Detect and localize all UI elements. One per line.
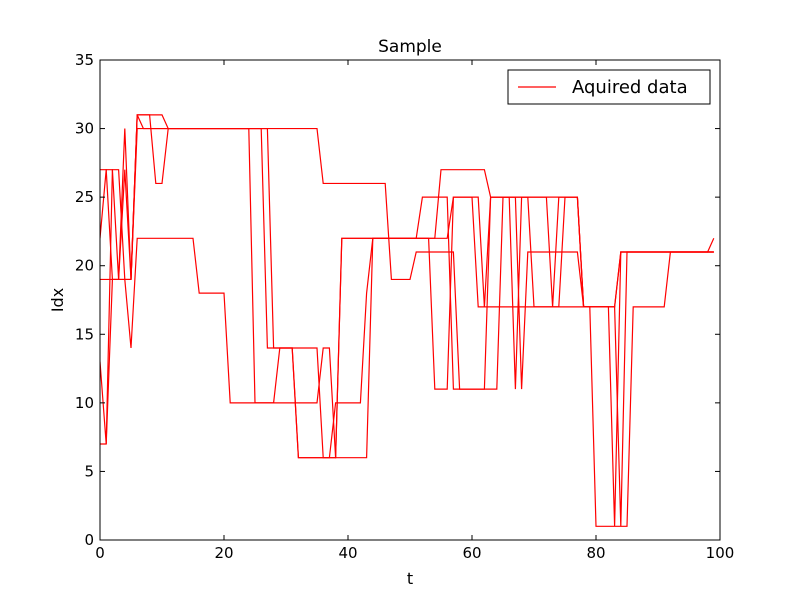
series-layer <box>100 114 715 527</box>
y-tick-label: 10 <box>75 394 94 412</box>
plot-area <box>100 60 720 540</box>
x-tick-label: 80 <box>586 544 605 562</box>
x-tick-label: 20 <box>214 544 233 562</box>
legend: Aquired data <box>507 69 711 105</box>
y-tick-label: 15 <box>75 325 94 343</box>
y-tick-label: 25 <box>75 188 94 206</box>
y-tick-label: 35 <box>75 51 94 69</box>
chart-title: Sample <box>378 37 442 57</box>
series-line-5 <box>100 114 714 459</box>
x-tick-label: 0 <box>95 544 105 562</box>
plot-frame <box>99 59 721 541</box>
y-axis-label: Idx <box>48 288 67 312</box>
legend-entry: Aquired data <box>572 77 688 98</box>
x-tick-label: 100 <box>706 544 735 562</box>
x-tick-label: 40 <box>338 544 357 562</box>
y-tick-label: 20 <box>75 257 94 275</box>
x-axis-label: t <box>407 569 413 588</box>
y-tick-label: 0 <box>84 531 94 549</box>
y-tick-label: 30 <box>75 120 94 138</box>
ticks-layer: 0 20 40 60 80 100 0 5 10 15 20 25 30 35 <box>75 51 734 562</box>
y-tick-label: 5 <box>84 462 94 480</box>
x-tick-label: 60 <box>462 544 481 562</box>
